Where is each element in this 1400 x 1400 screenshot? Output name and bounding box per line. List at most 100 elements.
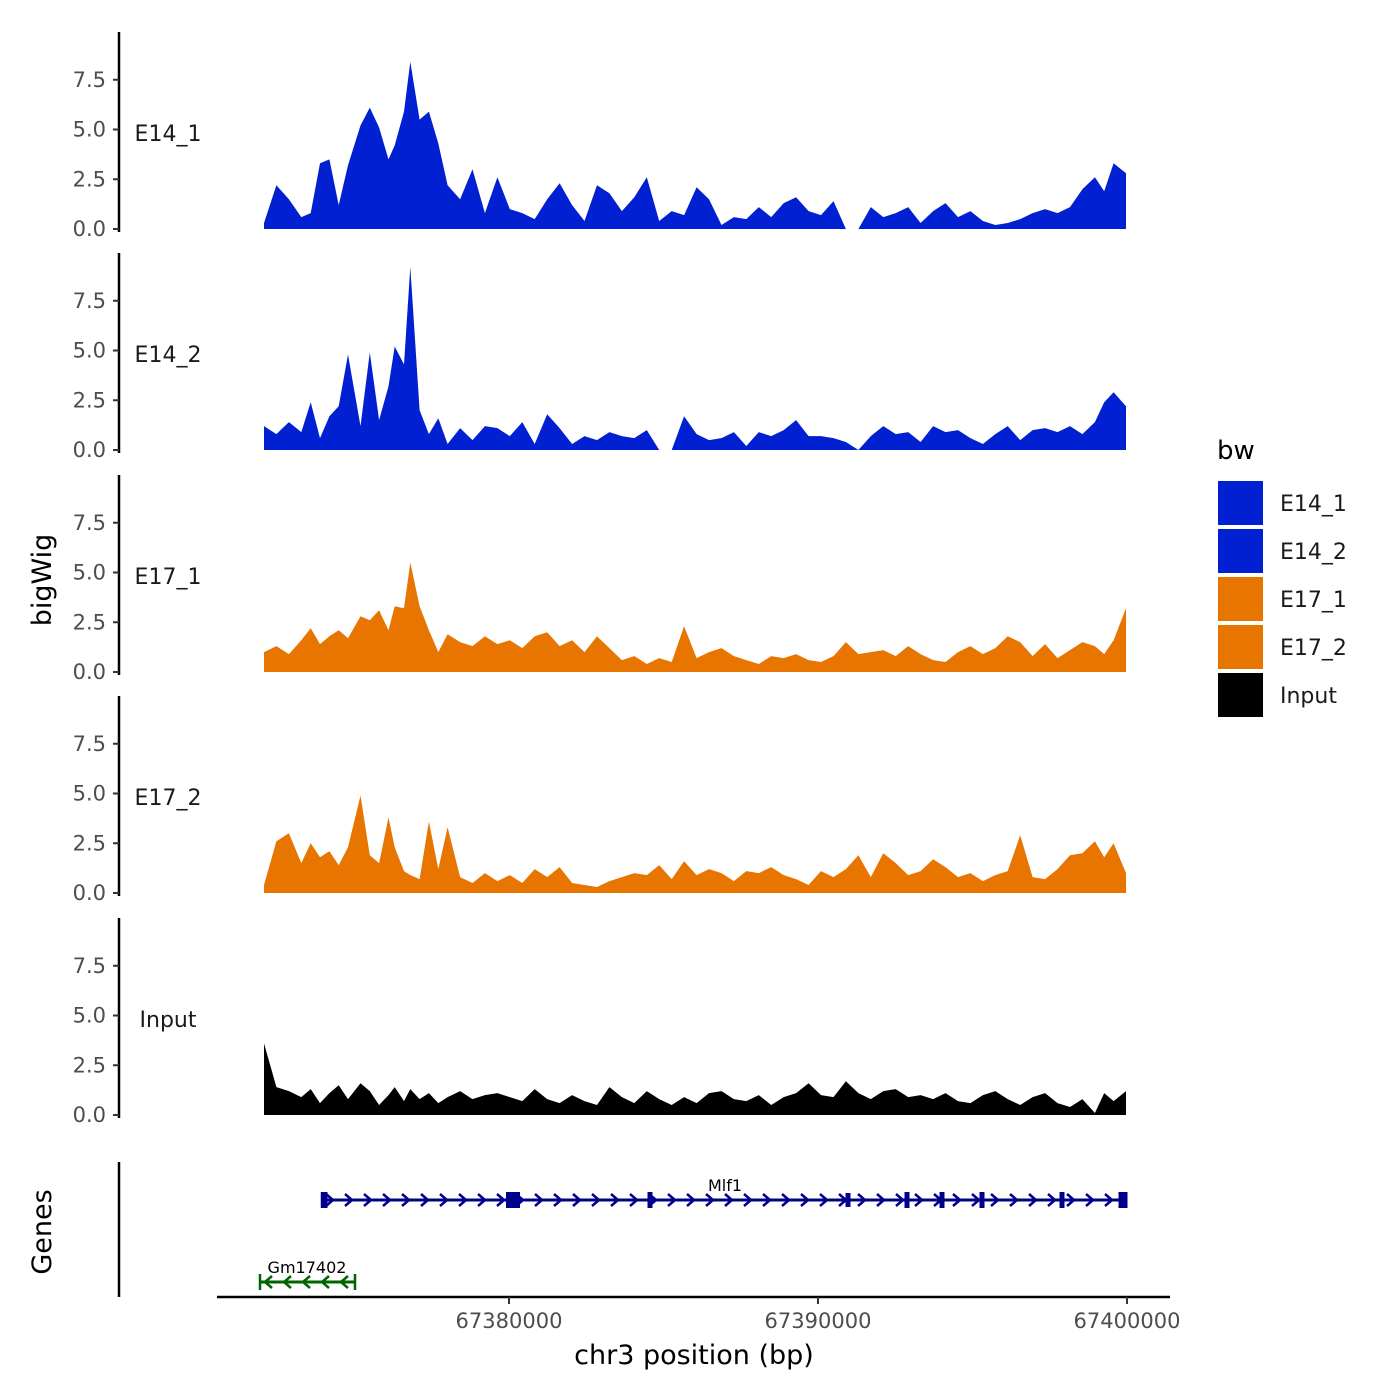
strand-arrow (952, 1193, 962, 1207)
y-tick-label: 5.0 (73, 339, 106, 363)
y-tick-label: 7.5 (73, 289, 106, 313)
y-tick-label: 2.5 (73, 167, 106, 191)
strand-arrow (301, 1275, 311, 1289)
strand-arrow (401, 1193, 411, 1207)
strand-arrow (534, 1193, 544, 1207)
legend-title: bw (1217, 436, 1255, 466)
track-label: E17_2 (135, 786, 202, 811)
track-E17_2: 0.0 2.5 5.0 7.5 E17_2 (73, 696, 1126, 905)
legend-swatch-E17_1 (1218, 577, 1263, 621)
legend-swatch-E14_1 (1218, 481, 1263, 525)
exon (845, 1193, 851, 1207)
signal-area-E17_1 (264, 562, 1126, 672)
y-tick-label: 5.0 (73, 782, 106, 806)
strand-arrow (762, 1193, 772, 1207)
y-tick-label: 0.0 (73, 1103, 106, 1127)
strand-arrow (876, 1193, 886, 1207)
exon (904, 1192, 910, 1208)
strand-arrow (1066, 1193, 1076, 1207)
y-tick-label: 5.0 (73, 561, 106, 585)
track-panels: 0.0 2.5 5.0 7.5 E14_1 0.0 2.5 5.0 7.5 E14_2 0.0 2.5… (73, 32, 1126, 1127)
legend-label-E17_2: E17_2 (1280, 636, 1347, 661)
strand-arrow (496, 1193, 506, 1207)
track-label: Input (140, 1008, 197, 1033)
y-tick-label: 2.5 (73, 388, 106, 412)
exon (939, 1192, 945, 1208)
strand-arrow (990, 1193, 1000, 1207)
y-tick-label: 2.5 (73, 1053, 106, 1077)
strand-arrow (857, 1193, 867, 1207)
strand-arrow (705, 1193, 715, 1207)
strand-arrow (553, 1193, 563, 1207)
exon (1059, 1192, 1065, 1208)
y-tick-label: 7.5 (73, 511, 106, 535)
genes-axis-title: Genes (27, 1189, 58, 1274)
legend-swatch-E14_2 (1218, 529, 1263, 573)
strand-arrow (339, 1275, 349, 1289)
signal-area-E14_1 (264, 61, 1126, 229)
y-tick-label: 0.0 (73, 660, 106, 684)
y-axis-title: bigWig (27, 534, 58, 627)
strand-arrow (610, 1193, 620, 1207)
y-tick-label: 0.0 (73, 881, 106, 905)
legend-label-E14_2: E14_2 (1280, 540, 1347, 565)
x-tick-label: 67400000 (1074, 1309, 1181, 1333)
track-Input: 0.0 2.5 5.0 7.5 Input (73, 918, 1126, 1127)
strand-arrow (263, 1275, 273, 1289)
strand-arrow (629, 1193, 639, 1207)
exon (322, 1192, 328, 1208)
strand-arrow (363, 1193, 373, 1207)
strand-arrow (591, 1193, 601, 1207)
strand-arrow (914, 1193, 924, 1207)
strand-arrow (477, 1193, 487, 1207)
gene-label: Gm17402 (268, 1258, 347, 1277)
x-tick-label: 67390000 (765, 1309, 872, 1333)
track-E14_2: 0.0 2.5 5.0 7.5 E14_2 (73, 253, 1126, 462)
y-tick-label: 5.0 (73, 118, 106, 142)
strand-arrow (439, 1193, 449, 1207)
y-tick-label: 7.5 (73, 732, 106, 756)
y-tick-label: 7.5 (73, 954, 106, 978)
y-tick-label: 7.5 (73, 68, 106, 92)
x-axis: 67380000 67390000 67400000 (217, 1295, 1181, 1333)
legend-label-E14_1: E14_1 (1280, 492, 1347, 517)
x-axis-title: chr3 position (bp) (574, 1340, 814, 1371)
exon (647, 1192, 653, 1208)
strand-arrow (971, 1193, 981, 1207)
strand-arrow (344, 1193, 354, 1207)
strand-arrow (686, 1193, 696, 1207)
strand-arrow (1009, 1193, 1019, 1207)
track-label: E17_1 (135, 565, 202, 590)
signal-area-E17_2 (264, 795, 1126, 893)
y-tick-label: 5.0 (73, 1004, 106, 1028)
track-label: E14_2 (135, 343, 202, 368)
strand-arrow (895, 1193, 905, 1207)
legend: bw E14_1 E14_2 E17_1 E17_2 Input (1217, 436, 1347, 717)
strand-arrow (1047, 1193, 1057, 1207)
strand-arrow (420, 1193, 430, 1207)
gene-Mlf1: Mlf1 (320, 1176, 1128, 1208)
strand-arrow (743, 1193, 753, 1207)
track-E14_1: 0.0 2.5 5.0 7.5 E14_1 (73, 32, 1126, 241)
strand-arrow (325, 1193, 335, 1207)
strand-arrow (724, 1193, 734, 1207)
legend-label-E17_1: E17_1 (1280, 588, 1347, 613)
legend-swatch-E17_2 (1218, 625, 1263, 669)
strand-arrow (667, 1193, 677, 1207)
gene-Gm17402: Gm17402 (258, 1258, 357, 1290)
strand-arrow (781, 1193, 791, 1207)
strand-arrow (1085, 1193, 1095, 1207)
y-tick-label: 2.5 (73, 831, 106, 855)
exon (979, 1192, 985, 1208)
y-tick-label: 0.0 (73, 438, 106, 462)
strand-arrow (458, 1193, 468, 1207)
strand-arrow (800, 1193, 810, 1207)
strand-arrow (382, 1193, 392, 1207)
strand-arrow (282, 1275, 292, 1289)
x-tick-label: 67380000 (456, 1309, 563, 1333)
strand-arrow (572, 1193, 582, 1207)
strand-arrow (1028, 1193, 1038, 1207)
legend-swatch-Input (1218, 673, 1263, 717)
track-label: E14_1 (135, 122, 202, 147)
